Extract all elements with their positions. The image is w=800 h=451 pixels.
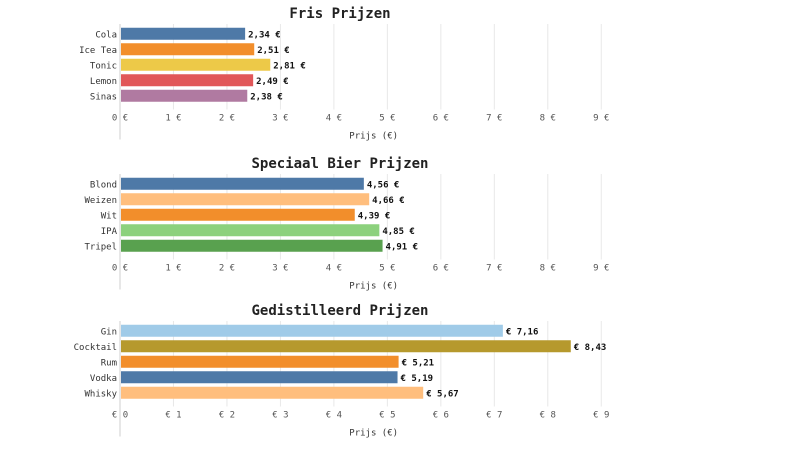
tick-label-0-0: 0 €	[112, 114, 128, 124]
bar-1-3	[121, 224, 380, 237]
bar-1-1	[121, 193, 370, 206]
tick-label-1-5: 5 €	[379, 264, 395, 274]
tick-label-2-1: € 1	[165, 411, 181, 421]
bar-2-4	[121, 386, 424, 399]
value-label-2-4: € 5,67	[426, 389, 459, 399]
tick-label-2-2: € 2	[219, 411, 235, 421]
value-label-0-1: 2,51 €	[257, 46, 290, 56]
tick-label-1-3: 3 €	[272, 264, 288, 274]
tick-label-2-3: € 3	[272, 411, 288, 421]
tick-label-0-2: 2 €	[219, 114, 235, 124]
category-label-2-0: Gin	[101, 327, 117, 337]
bar-0-3	[121, 74, 254, 87]
bar-1-2	[121, 208, 355, 221]
bar-2-3	[121, 371, 398, 384]
value-label-0-2: 2,81 €	[273, 61, 306, 71]
value-label-2-3: € 5,19	[401, 374, 434, 384]
bar-2-0	[121, 324, 503, 337]
bar-0-2	[121, 58, 271, 71]
bar-0-0	[121, 27, 246, 40]
category-label-1-1: Weizen	[84, 196, 117, 206]
tick-label-1-6: 6 €	[433, 264, 449, 274]
bar-2-1	[121, 340, 571, 353]
tick-label-1-9: 9 €	[593, 264, 609, 274]
value-label-1-1: 4,66 €	[372, 196, 405, 206]
tick-label-1-0: 0 €	[112, 264, 128, 274]
tick-label-1-1: 1 €	[165, 264, 181, 274]
category-label-2-4: Whisky	[84, 389, 117, 399]
category-label-0-3: Lemon	[90, 77, 117, 87]
category-label-1-2: Wit	[101, 211, 117, 221]
chart-title-2: Gedistilleerd Prijzen	[251, 303, 428, 319]
chart-title-0: Fris Prijzen	[289, 6, 390, 22]
tick-label-1-4: 4 €	[326, 264, 342, 274]
bar-2-2	[121, 355, 399, 368]
category-label-1-4: Tripel	[84, 242, 117, 252]
category-label-2-2: Rum	[101, 358, 117, 368]
bar-1-0	[121, 177, 364, 190]
bar-1-4	[121, 239, 383, 252]
tick-label-0-7: 7 €	[486, 114, 502, 124]
category-label-0-4: Sinas	[90, 92, 117, 102]
tick-label-0-9: 9 €	[593, 114, 609, 124]
tick-label-2-7: € 7	[486, 411, 502, 421]
tick-label-0-6: 6 €	[433, 114, 449, 124]
tick-label-2-5: € 5	[379, 411, 395, 421]
tick-label-2-0: € 0	[112, 411, 128, 421]
tick-label-1-8: 8 €	[540, 264, 556, 274]
tick-label-0-8: 8 €	[540, 114, 556, 124]
category-label-0-0: Cola	[95, 30, 117, 40]
value-label-2-1: € 8,43	[574, 343, 607, 353]
bar-0-1	[121, 43, 255, 56]
tick-label-2-9: € 9	[593, 411, 609, 421]
tick-label-2-4: € 4	[326, 411, 342, 421]
x-axis-label-2: Prijs (€)	[349, 429, 398, 439]
value-label-1-0: 4,56 €	[367, 180, 400, 190]
x-axis-label-1: Prijs (€)	[349, 282, 398, 292]
category-label-0-2: Tonic	[90, 61, 117, 71]
category-label-0-1: Ice Tea	[79, 46, 117, 56]
category-label-1-3: IPA	[101, 227, 118, 237]
value-label-2-0: € 7,16	[506, 327, 539, 337]
tick-label-0-1: 1 €	[165, 114, 181, 124]
category-label-1-0: Blond	[90, 180, 117, 190]
value-label-2-2: € 5,21	[402, 358, 435, 368]
tick-label-0-3: 3 €	[272, 114, 288, 124]
value-label-0-4: 2,38 €	[250, 92, 283, 102]
value-label-0-0: 2,34 €	[248, 30, 281, 40]
x-axis-label-0: Prijs (€)	[349, 132, 398, 142]
tick-label-1-2: 2 €	[219, 264, 235, 274]
tick-label-0-4: 4 €	[326, 114, 342, 124]
tick-label-1-7: 7 €	[486, 264, 502, 274]
tick-label-0-5: 5 €	[379, 114, 395, 124]
value-label-1-4: 4,91 €	[386, 242, 419, 252]
value-label-0-3: 2,49 €	[256, 77, 289, 87]
tick-label-2-8: € 8	[540, 411, 556, 421]
chart-title-1: Speciaal Bier Prijzen	[251, 156, 428, 172]
value-label-1-2: 4,39 €	[358, 211, 391, 221]
category-label-2-1: Cocktail	[74, 343, 117, 353]
value-label-1-3: 4,85 €	[382, 227, 415, 237]
tick-label-2-6: € 6	[433, 411, 449, 421]
bar-0-4	[121, 89, 248, 102]
category-label-2-3: Vodka	[90, 374, 117, 384]
